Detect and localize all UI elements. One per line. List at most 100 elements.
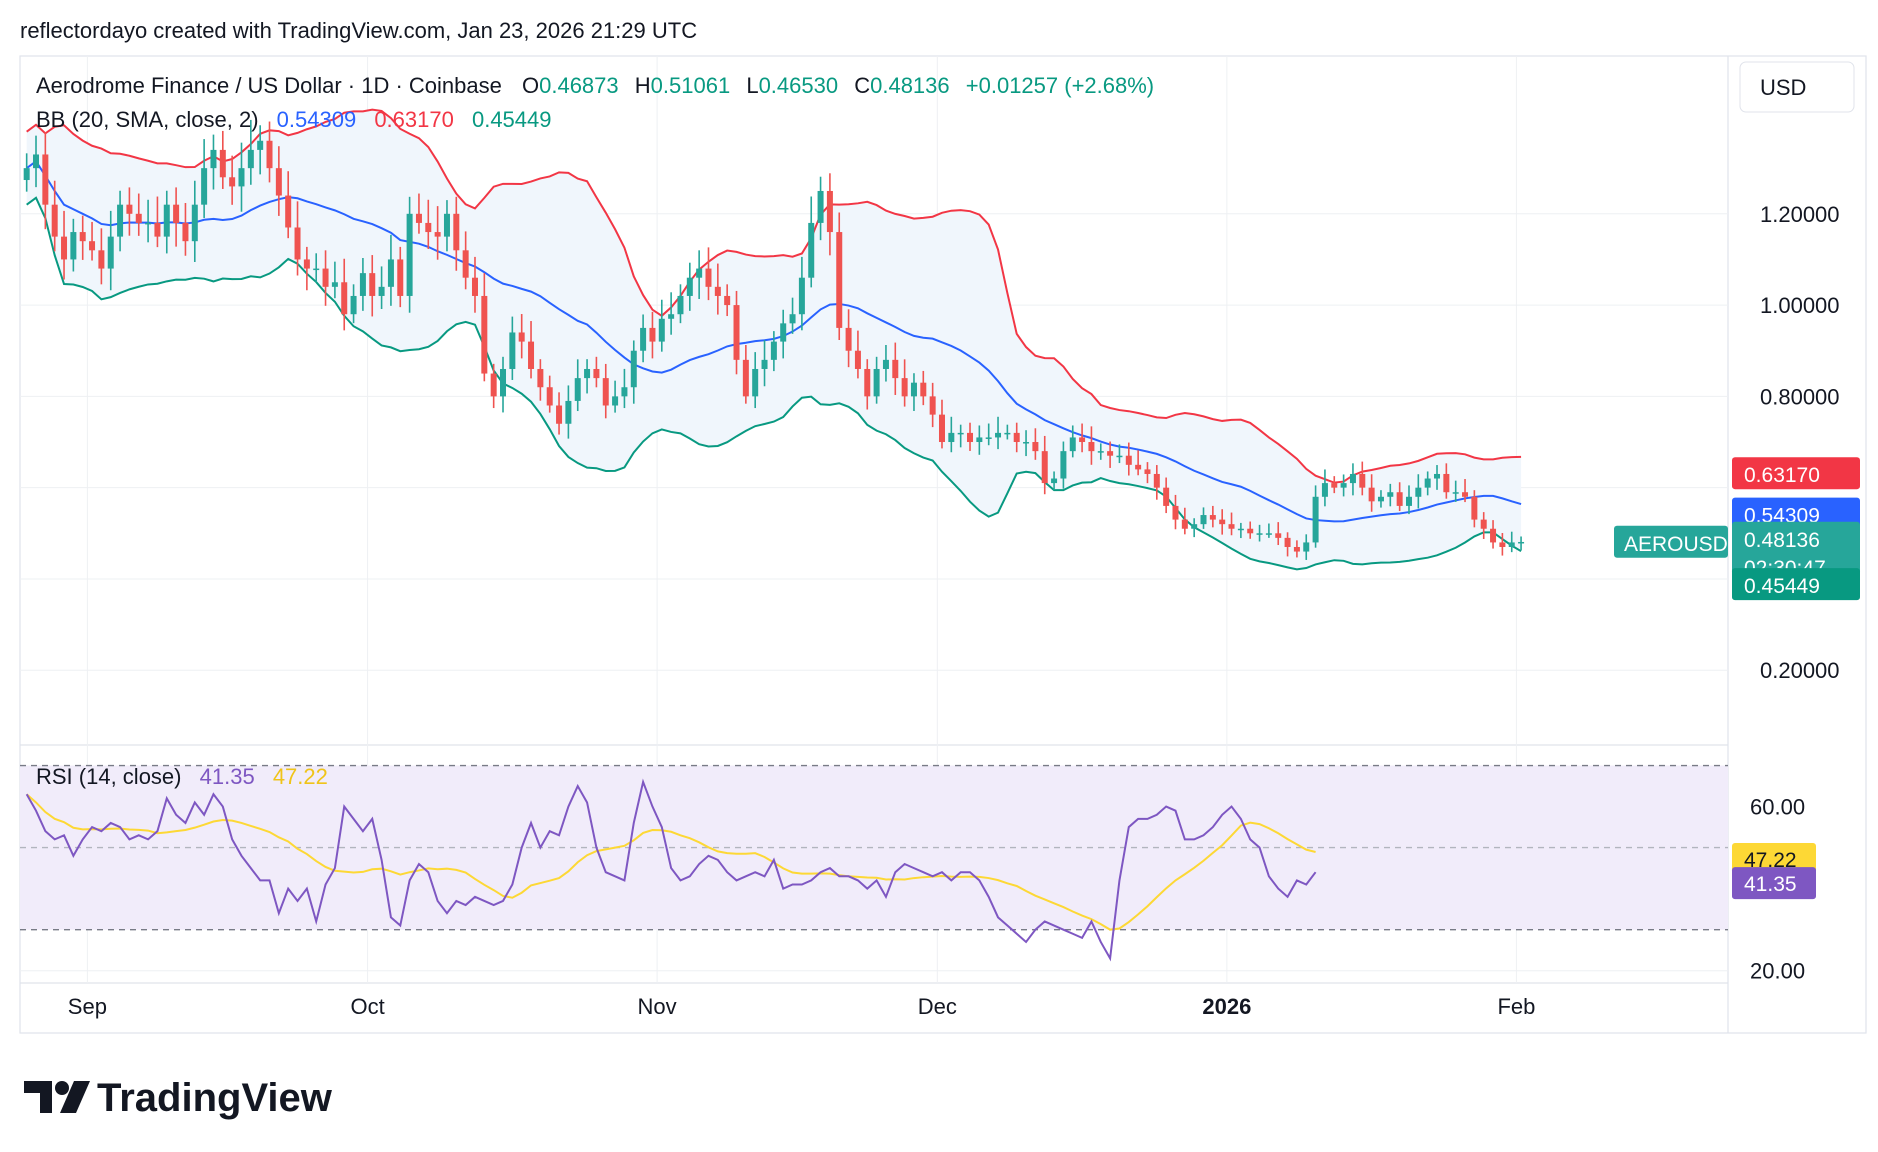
y-tick-label: 0.20000 [1760,658,1840,683]
candle-body [733,305,740,360]
candle-body [546,387,553,406]
candle-body [1424,478,1431,488]
candle-body [481,295,488,374]
candle-body [938,414,945,443]
symbol-title: Aerodrome Finance / US Dollar · 1D · Coi… [36,73,502,98]
x-tick-label: Nov [638,994,677,1019]
candle-body [920,382,927,397]
candle-body [443,213,450,237]
candle-body [257,140,264,150]
y-tick-label: 1.00000 [1760,293,1840,318]
candle-body [948,432,955,443]
candle-body [1256,533,1263,535]
tradingview-logo-icon [24,1081,90,1113]
candle-body [724,295,731,306]
candle-body [1462,492,1469,497]
candle-body [61,236,68,260]
candle-body [369,273,376,296]
chart-frame [19,55,1867,1034]
candle-body [285,195,292,228]
candle-body [1377,496,1384,502]
rsi-legend[interactable]: RSI (14, close) 41.35 47.22 [36,764,328,789]
candle-body [593,368,600,379]
rsi-y-tick-label: 20.00 [1750,959,1805,984]
candle-body [602,378,609,406]
symbol-legend[interactable]: Aerodrome Finance / US Dollar · 1D · Coi… [36,73,1154,98]
candle-body [1041,451,1048,484]
candle-body [500,368,507,397]
candle-body [1107,451,1114,456]
candle-body [1499,542,1506,547]
candle-body [873,368,880,397]
candle-body [406,213,413,296]
candle-body [1490,528,1497,543]
candle-body [714,286,721,296]
rsi-ma-line [26,793,1316,931]
candle-body [303,259,310,269]
candle-body [42,154,49,205]
candle-body [1247,528,1254,534]
candle-body [1349,473,1356,484]
candle-body [415,213,422,223]
candle-body [117,204,124,237]
candle-body [173,204,180,223]
candle-body [33,154,40,169]
bb-lower-value: 0.45449 [472,107,552,132]
upper-band-tag [1732,457,1860,490]
candle-body [89,241,96,251]
candle-body [313,268,320,271]
candle-body [490,373,497,397]
candle-body [1275,533,1282,538]
currency-button[interactable] [1739,61,1855,113]
tradingview-logo-text: TradingView [97,1076,333,1120]
candle-body [1153,473,1160,488]
price-tags: 0.631700.543090.4813602:30:470.45449AERO… [1614,457,1860,900]
candle-body [98,250,105,269]
candle-body [780,323,787,342]
candle-body [434,232,441,237]
candle-body [1331,483,1338,488]
candle-body [1284,537,1291,547]
tradingview-logo[interactable]: TradingView [24,1076,333,1120]
candle-body [1200,515,1207,525]
candle-body [1135,464,1142,470]
x-tick-label: Oct [350,994,384,1019]
low-value: 0.46530 [759,73,839,98]
candle-body [1518,541,1525,544]
candle-body [1265,533,1272,535]
last-price-tag-text: 0.48136 [1744,529,1820,552]
bb-legend[interactable]: BB (20, SMA, close, 2) 0.54309 0.63170 0… [36,107,552,132]
candle-body [397,259,404,296]
candle-body [331,282,338,287]
candle-body [126,204,133,214]
candle-body [79,232,86,242]
candle-body [247,149,254,169]
candle-body [621,387,628,397]
candle-body [1032,442,1039,452]
candle-body [817,190,824,223]
candle-body [210,149,217,169]
candle-body [266,140,273,169]
candle-body [341,282,348,315]
candle-body [1508,542,1515,547]
candle-body [1293,546,1300,552]
x-tick-label: Dec [918,994,957,1019]
candle-body [275,168,282,196]
candle-body [1359,473,1366,488]
candle-body [135,213,142,223]
candle-body [574,378,581,401]
candle-body [145,222,152,225]
candle-body [789,314,796,324]
candle-body [798,277,805,315]
bb-label: BB (20, SMA, close, 2) [36,107,259,132]
candle-body [1228,524,1235,529]
candle-body [1237,528,1244,531]
candle-body [612,396,619,406]
currency-button-label[interactable]: USD [1760,75,1806,100]
candle-body [1191,524,1198,529]
candle-body [1396,492,1403,506]
candle-body [658,318,665,342]
candle-body [359,273,366,296]
candlesticks [23,119,1525,560]
